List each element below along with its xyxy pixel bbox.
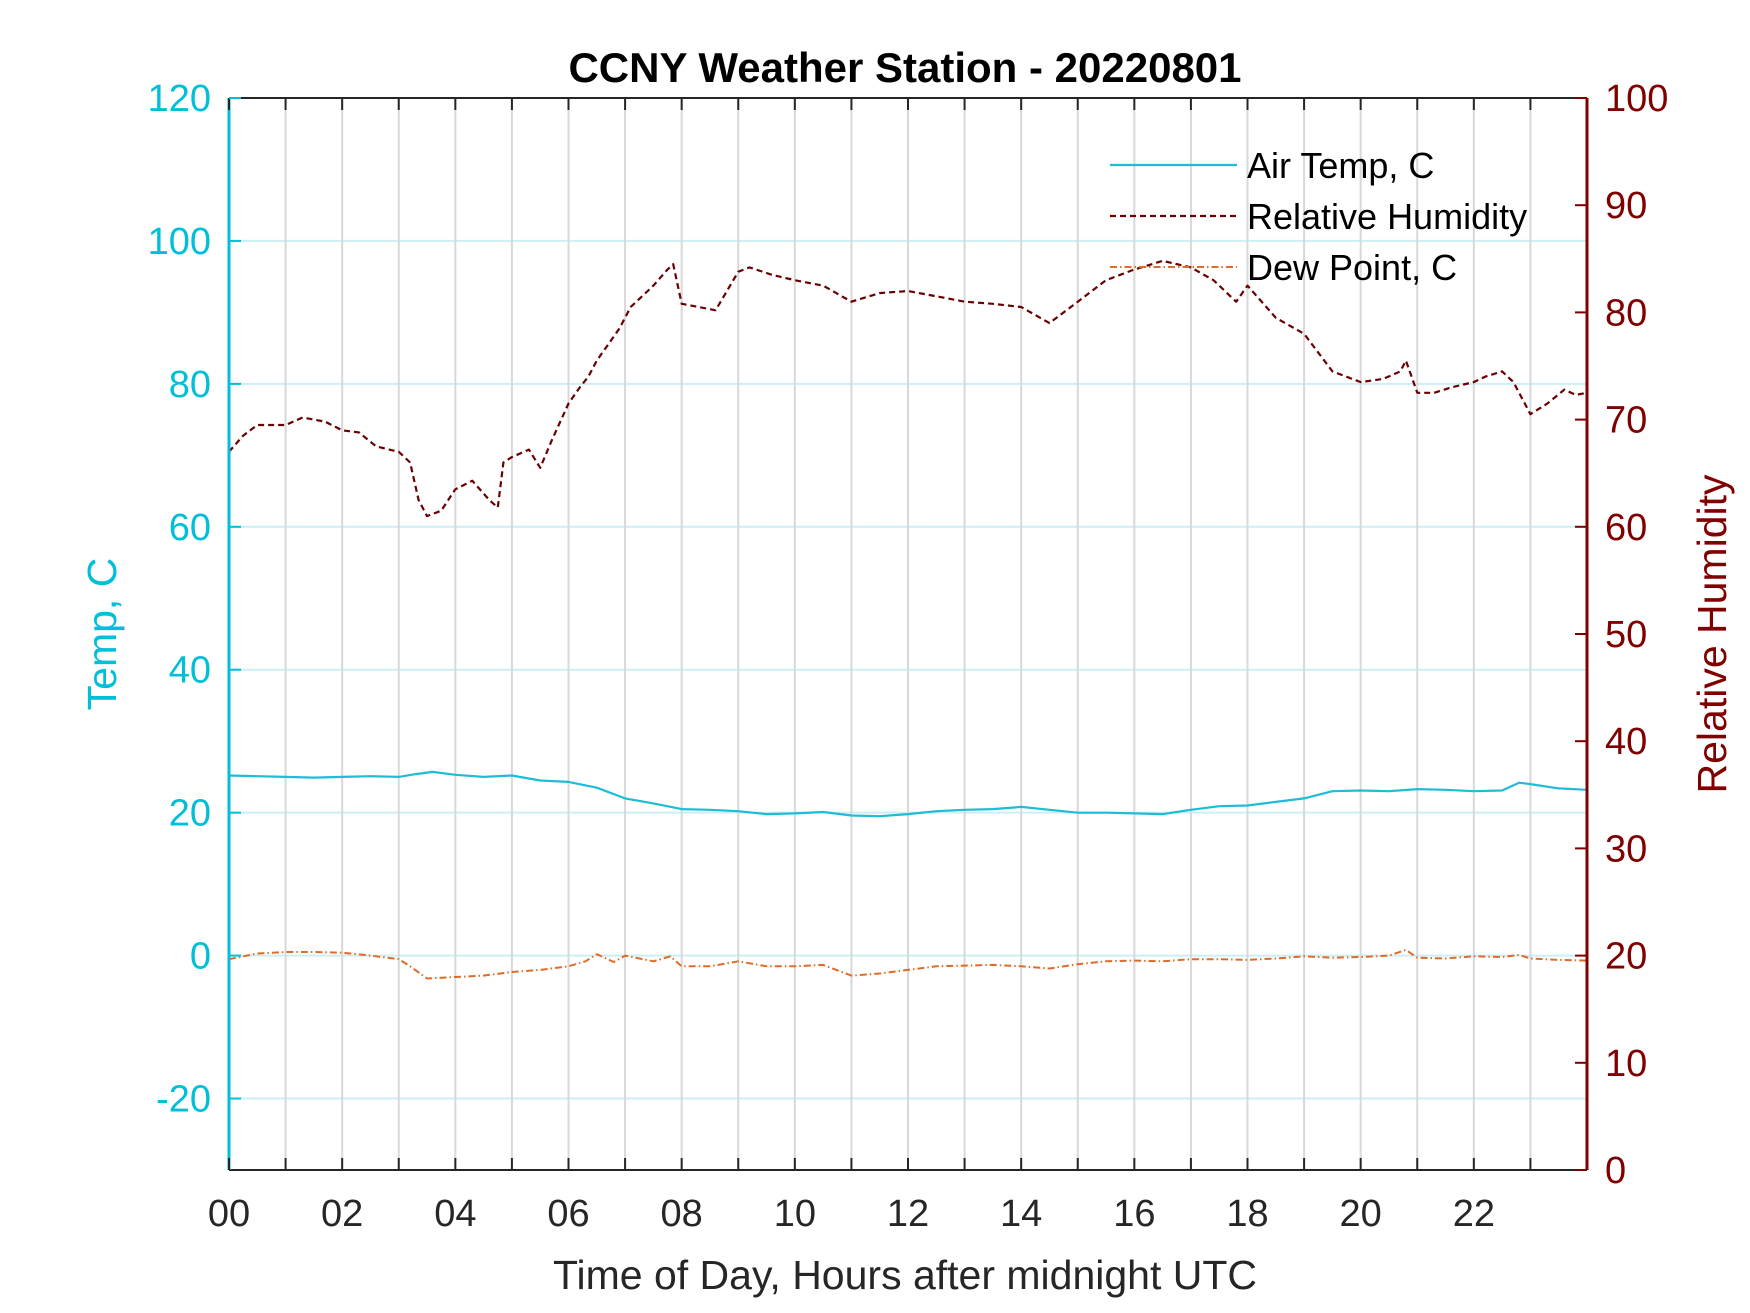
- x-tick-label: 08: [661, 1193, 703, 1235]
- x-axis-label: Time of Day, Hours after midnight UTC: [553, 1252, 1257, 1298]
- y-left-tick-label: 100: [148, 221, 211, 263]
- y-right-tick-label: 0: [1605, 1150, 1626, 1192]
- x-tick-label: 22: [1453, 1193, 1495, 1235]
- y-right-tick-label: 30: [1605, 828, 1647, 870]
- y-right-tick-label: 10: [1605, 1043, 1647, 1085]
- series-line-relative-humidity: [228, 259, 1588, 518]
- x-tick-label: 02: [321, 1193, 363, 1235]
- legend-label: Relative Humidity: [1247, 196, 1527, 237]
- x-tick-label: 00: [208, 1193, 250, 1235]
- y-right-tick-label: 100: [1605, 78, 1668, 120]
- legend: Air Temp, C Relative Humidity Dew Point, C: [1110, 145, 1527, 288]
- x-tick-label: 06: [547, 1193, 589, 1235]
- x-tick-label: 12: [887, 1193, 929, 1235]
- y-left-tick-label: 0: [190, 936, 211, 978]
- y-axis-right-label: Relative Humidity: [1689, 474, 1735, 793]
- y-left-tick-label: 20: [169, 793, 211, 835]
- series-line-air-temp-c: [228, 770, 1588, 818]
- x-tick-label: 16: [1113, 1193, 1155, 1235]
- legend-label: Dew Point, C: [1247, 247, 1457, 288]
- x-tick-label: 14: [1000, 1193, 1042, 1235]
- series-line-dew-point-c: [228, 948, 1588, 980]
- y-right-tick-label: 90: [1605, 185, 1647, 227]
- legend-label: Air Temp, C: [1247, 145, 1434, 186]
- y-right-tick-label: 20: [1605, 936, 1647, 978]
- y-left-tick-label: 80: [169, 364, 211, 406]
- y-left-tick-label: 120: [148, 78, 211, 120]
- axes-layer: 00 02 04 06 08 10 12 14 16 18 20 22-200204060801001…: [148, 78, 1669, 1235]
- y-axis-left-label: Temp, C: [79, 558, 125, 711]
- labels-layer: CCNY Weather Station - 20220801 Time of …: [79, 44, 1735, 1298]
- x-tick-label: 20: [1340, 1193, 1382, 1235]
- y-right-tick-label: 60: [1605, 507, 1647, 549]
- y-right-tick-label: 80: [1605, 292, 1647, 334]
- y-left-tick-label: 60: [169, 507, 211, 549]
- y-left-tick-label: -20: [156, 1079, 211, 1121]
- series-layer: [228, 259, 1588, 980]
- x-tick-label: 04: [434, 1193, 476, 1235]
- y-left-tick-label: 40: [169, 650, 211, 692]
- y-right-tick-label: 70: [1605, 400, 1647, 442]
- grid-layer: [229, 98, 1587, 1170]
- x-tick-label: 18: [1226, 1193, 1268, 1235]
- y-right-tick-label: 50: [1605, 614, 1647, 656]
- chart-title: CCNY Weather Station - 20220801: [568, 44, 1241, 91]
- y-right-tick-label: 40: [1605, 721, 1647, 763]
- x-tick-label: 10: [774, 1193, 816, 1235]
